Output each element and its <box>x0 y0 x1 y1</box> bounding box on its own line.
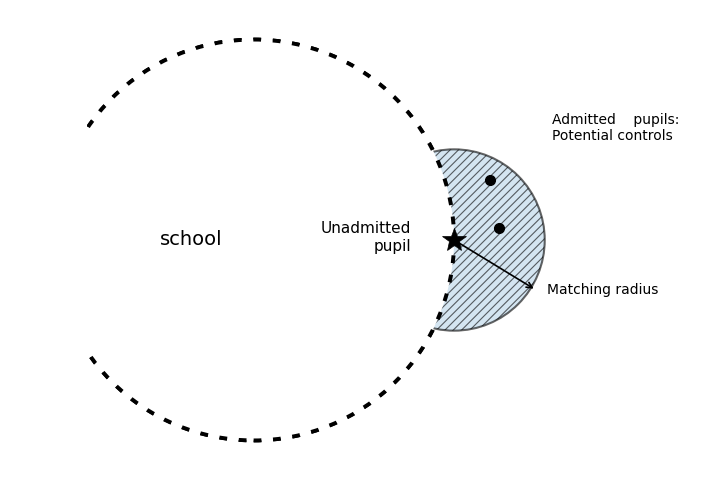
Text: Unadmitted
pupil: Unadmitted pupil <box>321 221 411 254</box>
Circle shape <box>363 149 544 331</box>
Text: school: school <box>160 230 223 250</box>
Text: Matching radius: Matching radius <box>547 283 658 297</box>
Circle shape <box>53 39 454 441</box>
Text: Admitted    pupils:
Potential controls: Admitted pupils: Potential controls <box>552 113 679 143</box>
